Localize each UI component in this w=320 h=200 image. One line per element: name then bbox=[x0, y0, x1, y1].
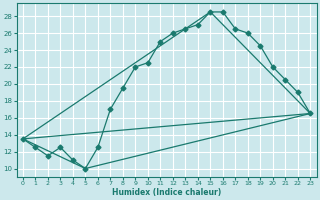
X-axis label: Humidex (Indice chaleur): Humidex (Indice chaleur) bbox=[112, 188, 221, 197]
